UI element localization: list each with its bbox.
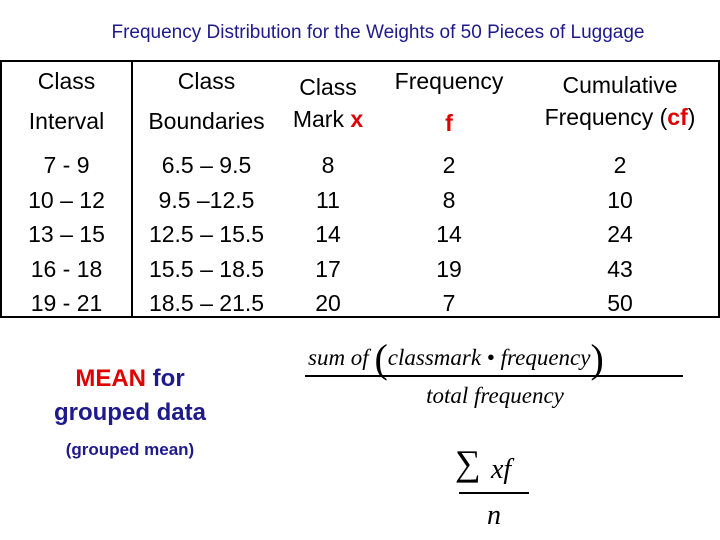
column-class-boundaries: Class Boundaries 6.5 – 9.5 9.5 –12.5 12.… bbox=[131, 62, 280, 316]
header-cumulative-symbol: cf bbox=[667, 104, 688, 130]
table-cell: 15.5 – 18.5 bbox=[148, 255, 265, 282]
fraction-bar bbox=[305, 375, 683, 377]
mean-formula-words: sum of (classmark • frequency) total fre… bbox=[300, 335, 690, 415]
formula2-numerator: xf bbox=[491, 454, 512, 485]
header-class-boundaries-line2: Boundaries bbox=[148, 108, 265, 134]
fraction-bar bbox=[459, 492, 529, 494]
mean-heading: MEAN for grouped data bbox=[30, 362, 230, 430]
table-cell: 7 - 9 bbox=[43, 152, 90, 178]
left-paren: ( bbox=[374, 336, 388, 381]
mean-heading-line1: MEAN for bbox=[30, 362, 230, 396]
formula-frequency: frequency bbox=[500, 345, 591, 370]
table-cell: 13 – 15 bbox=[28, 221, 105, 247]
formula-classmark: classmark bbox=[387, 345, 482, 370]
table-cell: 43 bbox=[607, 255, 633, 282]
table-cell: 2 bbox=[442, 152, 456, 178]
table-cell: 14 bbox=[436, 221, 462, 247]
multiply-dot: • bbox=[486, 345, 495, 370]
table-cell: 50 bbox=[607, 290, 633, 316]
formula2-denominator: n bbox=[487, 500, 501, 531]
column-cumulative-frequency: Cumulative Frequency (cf) 2 10 24 43 50 bbox=[520, 62, 720, 316]
header-cumulative-line1: Cumulative bbox=[562, 72, 678, 98]
table-cell: 10 bbox=[607, 186, 633, 213]
formula-numerator-lead: sum of bbox=[308, 345, 369, 370]
table-cell: 16 - 18 bbox=[30, 255, 103, 282]
slide-title: Frequency Distribution for the Weights o… bbox=[111, 22, 645, 43]
header-class-interval-line1: Class bbox=[37, 68, 96, 94]
table-cell: 7 bbox=[442, 290, 456, 316]
header-frequency-symbol: f bbox=[445, 110, 453, 136]
header-cumulative-line2: Frequency (cf) bbox=[520, 104, 720, 131]
column-class-interval: Class Interval 7 - 9 10 – 12 13 – 15 16 … bbox=[2, 62, 131, 316]
table-cell: 18.5 – 21.5 bbox=[148, 290, 265, 316]
table-cell: 19 bbox=[436, 255, 462, 282]
header-frequency-line1: Frequency bbox=[394, 68, 504, 94]
table-cell: 8 bbox=[321, 152, 335, 178]
mean-heading-line2: grouped data bbox=[53, 399, 206, 426]
header-cumulative-close: ) bbox=[687, 104, 696, 130]
table-cell: 9.5 –12.5 bbox=[158, 186, 255, 213]
table-cell: 14 bbox=[315, 221, 341, 247]
header-cumulative-text: Frequency ( bbox=[544, 104, 668, 130]
table-cell: 11 bbox=[316, 186, 340, 213]
header-class-boundaries-line1: Class bbox=[177, 68, 236, 94]
table-cell: 17 bbox=[315, 255, 341, 282]
mean-word: MEAN bbox=[75, 365, 146, 392]
header-class-interval-line2: Interval bbox=[28, 108, 105, 134]
sigma-icon: ∑ bbox=[455, 443, 481, 483]
table-cell: 6.5 – 9.5 bbox=[161, 152, 252, 178]
column-class-mark: Class Mark x 8 11 14 17 20 bbox=[278, 62, 378, 316]
table-cell: 10 – 12 bbox=[28, 186, 105, 213]
table-cell: 24 bbox=[607, 221, 633, 247]
column-frequency: Frequency f 2 8 14 19 7 bbox=[378, 62, 520, 316]
right-paren: ) bbox=[590, 336, 604, 381]
table-cell: 12.5 – 15.5 bbox=[148, 221, 265, 247]
formula-numerator: sum of (classmark • frequency) bbox=[308, 335, 688, 381]
table-cell: 8 bbox=[442, 186, 456, 213]
for-word: for bbox=[152, 365, 185, 392]
table-cell: 19 - 21 bbox=[30, 290, 103, 316]
table-cell: 2 bbox=[613, 152, 627, 178]
header-class-mark-word: Mark bbox=[292, 106, 344, 132]
frequency-table: Class Interval 7 - 9 10 – 12 13 – 15 16 … bbox=[0, 60, 720, 318]
table-cell: 20 bbox=[315, 290, 341, 316]
formula-denominator: total frequency bbox=[426, 383, 564, 408]
mean-formula-symbolic: ∑ xf n bbox=[455, 440, 530, 535]
header-class-mark-line1: Class bbox=[299, 74, 357, 100]
header-class-mark-symbol: x bbox=[350, 106, 364, 132]
header-class-mark-line2: Mark x bbox=[278, 106, 378, 133]
mean-subtitle: (grouped mean) bbox=[65, 440, 195, 459]
